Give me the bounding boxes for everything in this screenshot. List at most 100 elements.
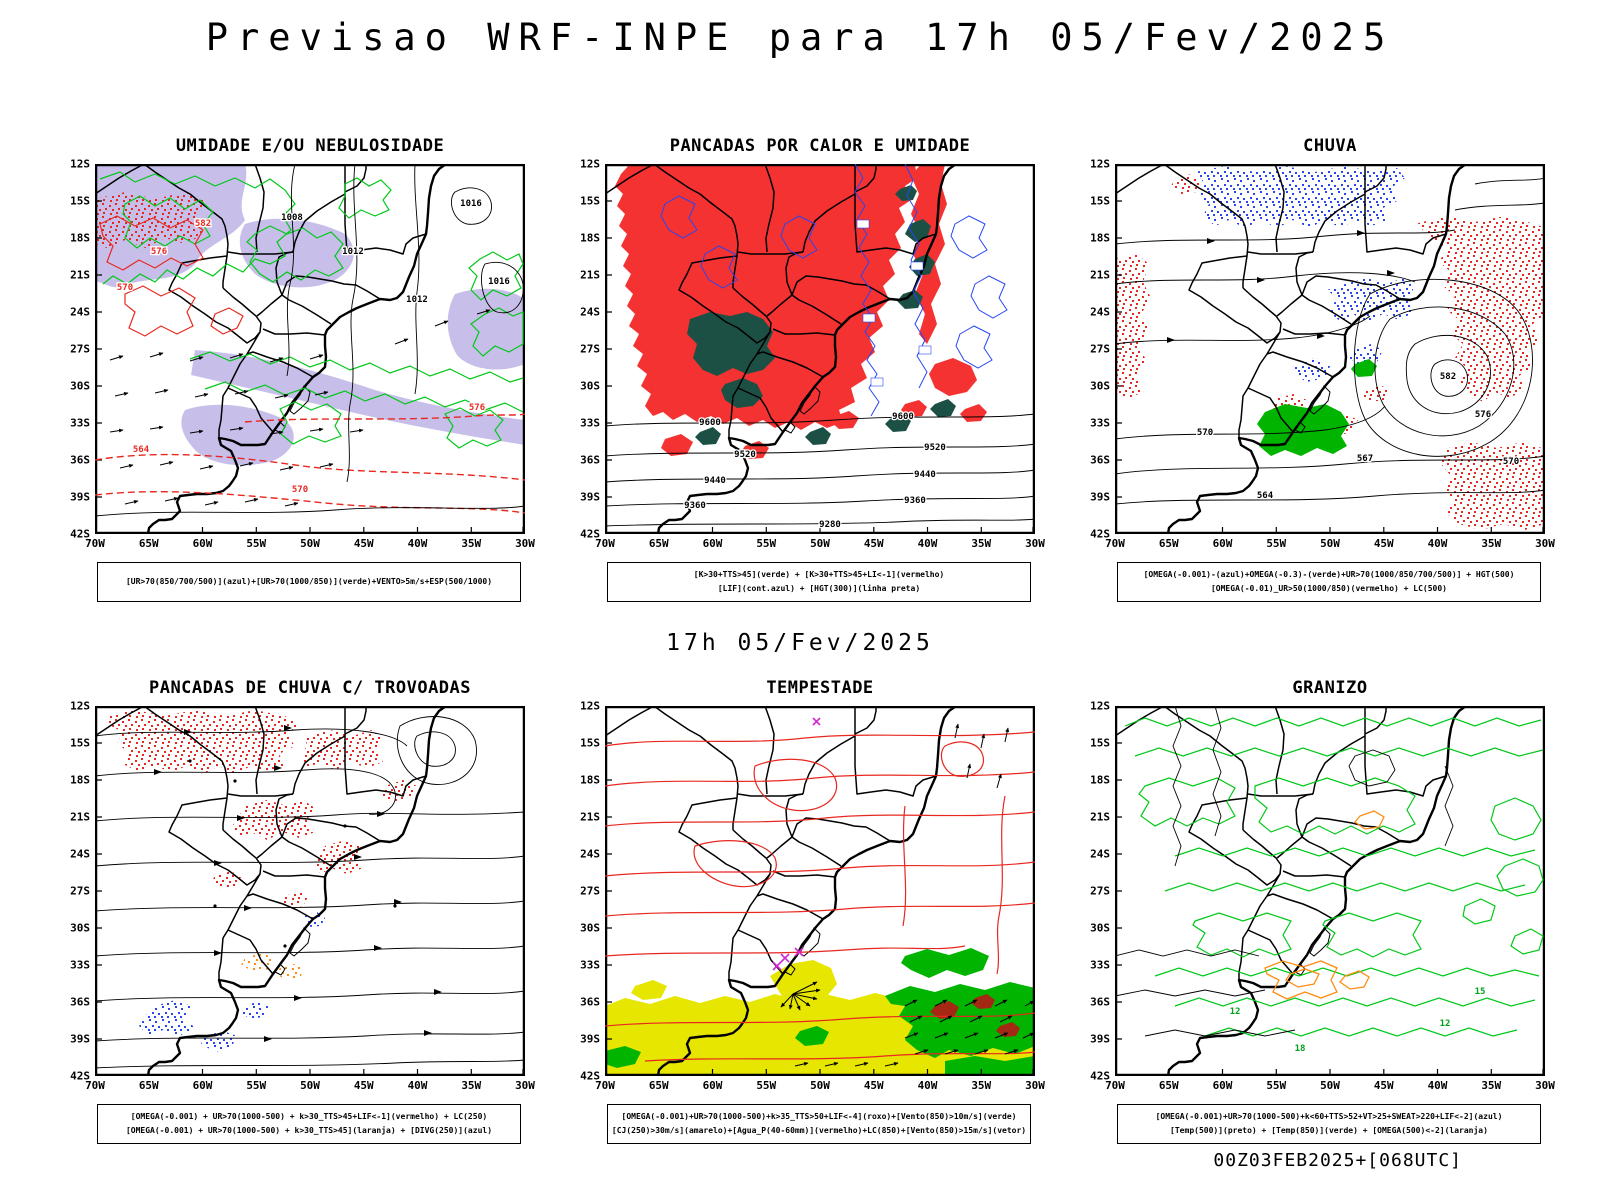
footer-timestamp: 00Z03FEB2025+[068UTC] (1213, 1150, 1462, 1171)
svg-text:567: 567 (1357, 454, 1373, 464)
panel-row-bottom: PANCADAS DE CHUVA C/ TROVOADAS 12S 15S 18S… (45, 678, 1555, 1144)
svg-text:1012: 1012 (342, 247, 364, 257)
tick-label: 30W (515, 537, 535, 550)
tick-label: 33S (1090, 958, 1110, 972)
svg-text:12: 12 (1230, 1007, 1241, 1017)
tick-label: 24S (70, 305, 90, 319)
tick-label: 12S (1090, 157, 1110, 171)
legend-box: [K>30+TTS>45](verde) + [K>30+TTS>45+LI<-… (607, 562, 1031, 602)
tick-label: 45W (353, 537, 374, 550)
tick-label: 42S (580, 1069, 600, 1083)
panel-title: CHUVA (1303, 136, 1357, 156)
tick-label: 30W (1535, 1079, 1555, 1092)
tick-label: 55W (756, 537, 777, 550)
tick-label: 21S (1090, 268, 1110, 282)
tick-label: 70W (85, 1079, 105, 1092)
lon-axis: 70W 65W 60W 55W 50W 45W 40W 35W 30W (85, 534, 535, 554)
legend-line: [OMEGA(-0.01)_UR>50(1000/850)(vermelho) … (1210, 584, 1447, 593)
tick-label: 70W (1105, 1079, 1125, 1092)
tick-label: 27S (1090, 342, 1110, 356)
svg-text:576: 576 (151, 247, 167, 257)
map-area: 12S 15S 18S 21S 24S 27S 30S 33S 36S 39S 42S (1075, 700, 1555, 1096)
tick-label: 36S (580, 995, 600, 1009)
legend-line: [CJ(250)>30m/s](amarelo)+[Agua_P(40-60mm… (611, 1126, 1027, 1135)
tick-label: 21S (70, 810, 90, 824)
svg-text:9280: 9280 (819, 520, 841, 530)
tick-label: 27S (1090, 884, 1110, 898)
lon-axis: 70W 65W 60W 55W 50W 45W 40W 35W 30W (595, 534, 1045, 554)
map-frame-umidade: 582 576 570 1008 1012 1012 1016 1016 564… (95, 164, 525, 534)
tick-label: 35W (461, 1079, 482, 1092)
svg-text:9520: 9520 (924, 443, 946, 453)
svg-text:9440: 9440 (914, 470, 936, 480)
legend-line: [LIF](cont.azul) + [HGT(300)](linha pret… (717, 584, 921, 593)
streamline-layer (95, 716, 525, 1069)
tick-label: 33S (70, 958, 90, 972)
tick-label: 55W (756, 1079, 777, 1092)
tick-label: 65W (648, 537, 669, 550)
contour-layer: 582 576 570 567 564 570 (1115, 177, 1545, 505)
tick-label: 40W (917, 537, 938, 550)
tick-label: 60W (1212, 537, 1233, 550)
tick-label: 24S (70, 847, 90, 861)
map-tempestade (605, 706, 1035, 1076)
contour-labels: 582 576 570 567 564 570 (1196, 371, 1521, 503)
severe-markers (772, 717, 821, 971)
tick-label: 50W (810, 1079, 830, 1092)
map-area: 12S 15S 18S 21S 24S 27S 30S 33S 36S 39S 42S (55, 700, 535, 1096)
tick-label: 30W (1535, 537, 1555, 550)
panel-title: GRANIZO (1292, 678, 1368, 698)
lon-axis: 70W 65W 60W 55W 50W 45W 40W 35W 30W (1105, 1076, 1555, 1096)
tick-label: 35W (461, 537, 482, 550)
panel-title: PANCADAS DE CHUVA C/ TROVOADAS (148, 678, 472, 698)
tick-label: 15S (1090, 194, 1110, 208)
legend-line: [OMEGA(-0.001)+UR>70(1000-500)+k>35_TTS>… (621, 1112, 1017, 1122)
tick-label: 15S (70, 736, 90, 750)
tick-label: 40W (917, 1079, 938, 1092)
legend-line: [OMEGA(-0.001)+UR>70(1000-500)+k<60+TTS>… (1155, 1112, 1503, 1122)
map-area: 12S 15S 18S 21S 24S 27S 30S 33S 36S 39S 42S (565, 158, 1045, 554)
tick-label: 40W (407, 1079, 428, 1092)
svg-text:9600: 9600 (699, 418, 721, 428)
svg-text:1016: 1016 (460, 199, 482, 209)
map-frame-trovoadas (95, 706, 525, 1076)
svg-text:570: 570 (1197, 428, 1213, 438)
panel-tempestade: TEMPESTADE 12S 15S 18S 21S 24S 27S 30S 33S 36S 39… (565, 678, 1045, 1144)
legend-box: [OMEGA(-0.001) + UR>70(1000-500) + k>30_… (97, 1104, 521, 1144)
tick-label: 36S (580, 453, 600, 467)
tick-label: 18S (1090, 773, 1110, 787)
svg-text:9360: 9360 (904, 496, 926, 506)
legend-box: [UR>70(850/700/500)](azul)+[UR>70(1000/8… (97, 562, 521, 602)
map-granizo: 15 12 18 12 (1115, 706, 1545, 1076)
svg-text:1008: 1008 (281, 213, 303, 223)
tick-label: 27S (580, 884, 600, 898)
tick-label: 35W (1481, 1079, 1502, 1092)
tick-label: 39S (70, 490, 90, 504)
tick-label: 60W (192, 1079, 213, 1092)
map-area: 12S 15S 18S 21S 24S 27S 30S 33S 36S 39S 42S (55, 158, 535, 554)
tick-label: 12S (580, 157, 600, 171)
svg-text:582: 582 (195, 219, 211, 229)
svg-text:576: 576 (469, 403, 485, 413)
tick-label: 33S (70, 416, 90, 430)
tick-label: 42S (580, 527, 600, 541)
map-frame-granizo: 15 12 18 12 (1115, 706, 1545, 1076)
tick-label: 24S (1090, 305, 1110, 319)
tick-label: 65W (1158, 537, 1179, 550)
tick-label: 70W (595, 1079, 615, 1092)
legend-line: [OMEGA(-0.001) + UR>70(1000-500) + k>30_… (130, 1112, 488, 1122)
lat-axis: 12S 15S 18S 21S 24S 27S 30S 33S 36S 39S 42S (565, 158, 605, 541)
tick-label: 27S (580, 342, 600, 356)
lat-axis: 12S 15S 18S 21S 24S 27S 30S 33S 36S 39S 42S (565, 700, 605, 1083)
tick-label: 50W (300, 1079, 320, 1092)
lon-axis: 70W 65W 60W 55W 50W 45W 40W 35W 30W (1105, 534, 1555, 554)
svg-text:9360: 9360 (684, 501, 706, 511)
map-frame-chuva: 582 576 570 567 564 570 (1115, 164, 1545, 534)
tick-label: 39S (580, 1032, 600, 1046)
tick-label: 33S (580, 416, 600, 430)
svg-text:570: 570 (292, 485, 308, 495)
tick-label: 60W (702, 537, 723, 550)
panel-chuva: CHUVA 12S 15S 18S 21S 24S 27S 30S 33S 36S 39S 42S (1075, 136, 1555, 602)
tick-label: 36S (70, 453, 90, 467)
